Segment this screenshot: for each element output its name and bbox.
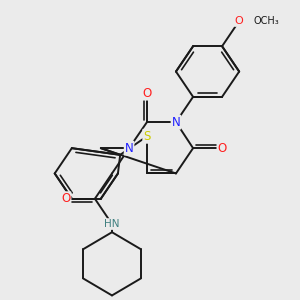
Text: OCH₃: OCH₃	[254, 16, 279, 26]
Text: S: S	[143, 130, 151, 143]
Text: N: N	[172, 116, 180, 129]
Text: O: O	[142, 87, 152, 100]
Text: O: O	[235, 16, 244, 26]
Text: HN: HN	[104, 219, 120, 229]
Text: O: O	[218, 142, 227, 155]
Text: O: O	[61, 192, 70, 205]
Text: N: N	[125, 142, 134, 155]
